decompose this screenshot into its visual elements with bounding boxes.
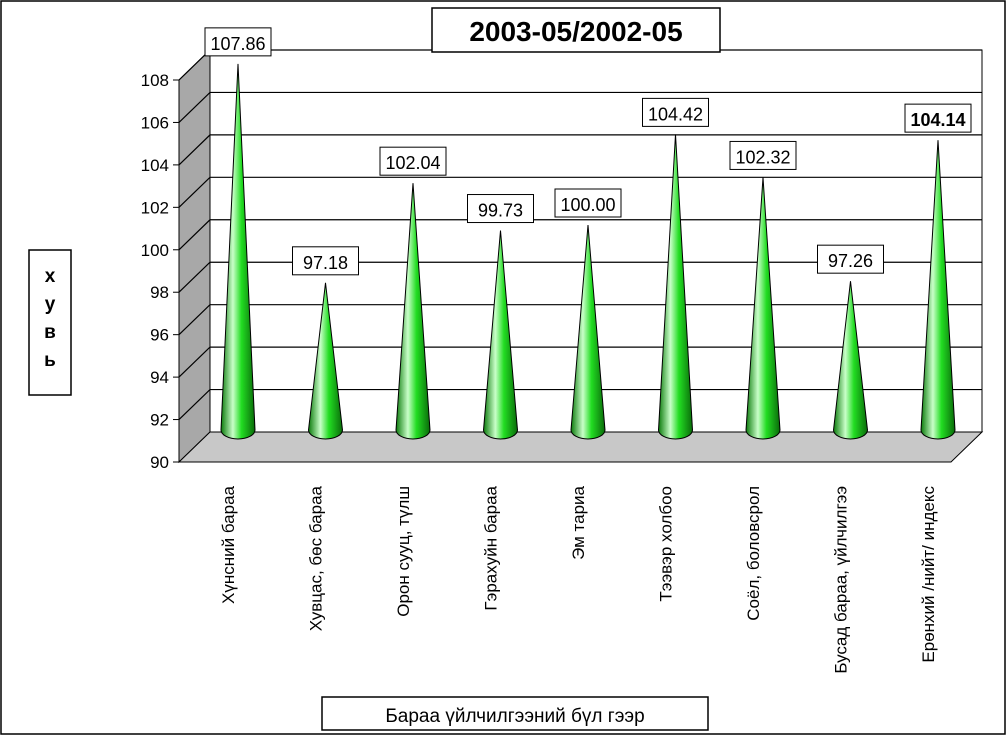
data-label-box — [554, 188, 622, 218]
data-label-box — [817, 244, 884, 274]
x-axis-ticks: Хүнсний бараа Хувцас, бөс бараа Орон сууц,… — [219, 485, 938, 673]
chart-title-box: 2003-05/2002-05 — [431, 7, 721, 53]
x-axis-label-box: Бараа үйлчилгээний бүл гээр — [321, 696, 709, 731]
y-tick-label: 104 — [141, 156, 169, 175]
gridline — [178, 304, 982, 336]
y-tick-label: 108 — [141, 71, 169, 90]
data-label: 99.73 — [478, 201, 523, 221]
cone-body — [395, 183, 431, 440]
y-tick-label: 106 — [141, 113, 169, 132]
y-tick-label: 100 — [141, 241, 169, 260]
data-label-box — [904, 103, 972, 133]
gridline — [178, 219, 982, 251]
data-label-box — [729, 140, 797, 170]
cone-bar — [570, 224, 606, 440]
data-label-box — [642, 97, 709, 127]
data-labels-layer: 107.86 97.18 102.04 99.73 100.00 104.42 102.32… — [204, 27, 972, 276]
side-wall — [178, 48, 211, 464]
cone-bar — [657, 134, 694, 440]
data-label: 104.42 — [648, 104, 703, 124]
gridline — [178, 91, 982, 123]
cone-bar — [920, 140, 956, 440]
cone-bar — [220, 63, 256, 440]
data-label: 104.14 — [910, 110, 965, 130]
y-tick-label: 98 — [150, 283, 169, 302]
x-tick-label: Соёл, боловсрол — [744, 486, 763, 621]
cone-body — [745, 177, 781, 440]
data-label-box — [292, 246, 359, 276]
x-axis-label: Бараа үйлчилгээний бүл гээр — [385, 706, 644, 727]
y-tick-label: 94 — [150, 368, 169, 387]
x-tick-label: Орон сууц, түлш — [394, 486, 413, 617]
cone-bar — [832, 281, 869, 440]
y-tick-label: 96 — [150, 326, 169, 345]
x-tick-label: Бусад бараа, үйлчилгээ — [832, 486, 851, 674]
chart-title: 2003-05/2002-05 — [469, 16, 682, 47]
x-tick-label: Гэрахуйн бараа — [482, 485, 501, 610]
gridline — [178, 346, 982, 378]
data-label: 100.00 — [560, 195, 615, 215]
x-tick-label: Тээвэр холбоо — [657, 486, 676, 602]
y-tick-label: 102 — [141, 198, 169, 217]
cone-bar — [307, 282, 344, 440]
cone-bar — [395, 183, 431, 440]
cone-body — [832, 281, 869, 440]
cone-bar — [482, 230, 519, 440]
data-label-box — [379, 146, 447, 176]
data-label: 97.18 — [303, 253, 348, 273]
cone-body — [657, 134, 694, 440]
gridline — [178, 388, 982, 420]
data-label: 97.26 — [828, 251, 873, 271]
y-tick-label: 92 — [150, 411, 169, 430]
y-tick-label: 90 — [150, 453, 169, 472]
data-label-box — [467, 194, 534, 224]
cones-layer — [220, 63, 956, 440]
cone-body — [220, 63, 256, 440]
x-tick-label: Ерөнхий /нийт/ индекс — [919, 486, 938, 663]
cone-body — [482, 230, 519, 440]
cone-body — [570, 224, 606, 440]
data-label: 102.32 — [735, 147, 790, 167]
y-axis-ticks: 90 92 94 96 98 100 102 104 106 108 — [141, 71, 179, 472]
floor — [177, 431, 984, 463]
data-label: 102.04 — [385, 153, 440, 173]
cone-body — [920, 140, 956, 440]
x-tick-label: Хүнсний бараа — [219, 485, 238, 604]
data-label: 107.86 — [210, 34, 265, 54]
gridline — [178, 176, 982, 208]
cone-bar — [745, 177, 781, 440]
x-tick-label: Хувцас, бөс бараа — [307, 485, 326, 631]
gridline — [178, 134, 982, 166]
gridline — [178, 261, 982, 293]
x-tick-label: Эм тариа — [569, 485, 588, 559]
cone-body — [307, 282, 344, 440]
data-label-box — [204, 27, 272, 57]
